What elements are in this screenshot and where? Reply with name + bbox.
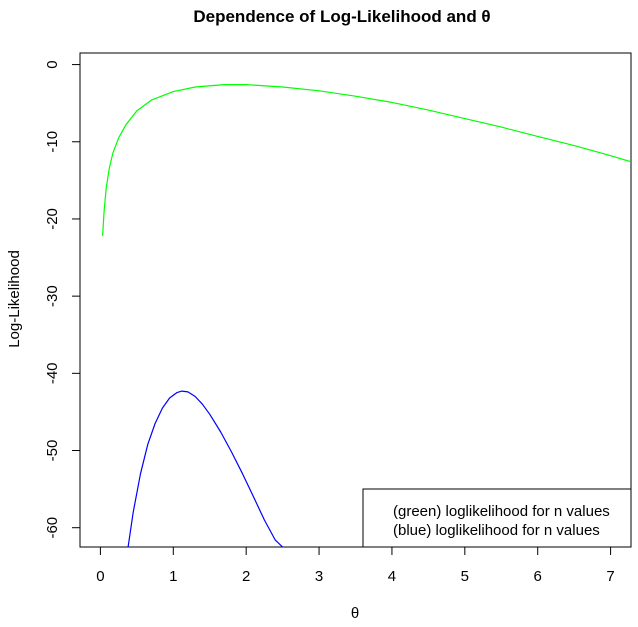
y-tick-label: 0 <box>44 60 61 68</box>
x-tick-label: 3 <box>315 568 323 585</box>
y-tick-label: -50 <box>44 440 61 462</box>
x-tick-label: 0 <box>96 568 104 585</box>
x-axis-label: θ <box>351 605 359 622</box>
y-axis: 0 -10 -20 -30 -40 -50 -60 <box>44 60 81 539</box>
legend-item-blue: (blue) loglikelihood for n values <box>393 522 600 539</box>
series-layer <box>102 83 631 547</box>
blue-series-line <box>127 390 284 547</box>
y-tick-label: -30 <box>44 285 61 307</box>
legend-box <box>362 488 632 548</box>
green-series-line <box>102 83 631 236</box>
x-tick-label: 1 <box>169 568 177 585</box>
x-tick-label: 4 <box>388 568 396 585</box>
x-tick-label: 5 <box>461 568 469 585</box>
x-tick-label: 6 <box>534 568 542 585</box>
legend-item-green: (green) loglikelihood for n values <box>393 503 610 520</box>
y-tick-label: -40 <box>44 362 61 384</box>
y-tick-label: -10 <box>44 131 61 153</box>
x-tick-label: 2 <box>242 568 250 585</box>
y-axis-label: Log-Likelihood <box>6 250 23 348</box>
x-tick-label: 7 <box>606 568 614 585</box>
chart-title: Dependence of Log-Likelihood and θ <box>193 7 490 26</box>
y-tick-label: -20 <box>44 208 61 230</box>
y-tick-label: -60 <box>44 517 61 539</box>
legend: (green) loglikelihood for n values (blue… <box>362 488 632 548</box>
